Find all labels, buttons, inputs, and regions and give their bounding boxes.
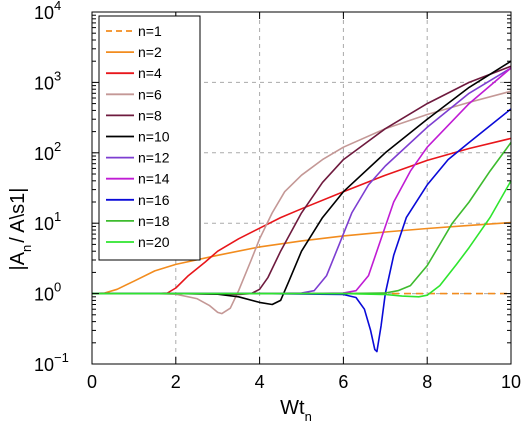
series-line-n-16	[92, 108, 512, 353]
x-tick-label: 2	[171, 372, 181, 392]
series-line-n-20	[92, 180, 512, 298]
legend-label: n=18	[138, 213, 170, 229]
plot-frame	[91, 11, 512, 365]
axis-ticks: 0 2 4 6 8 10 10−1 100 101 102 103 104	[34, 0, 521, 392]
x-tick-label: 0	[87, 372, 97, 392]
y-tick-label: 10−1	[34, 350, 69, 375]
legend-label: n=2	[138, 44, 162, 60]
legend-label: n=10	[138, 129, 170, 145]
x-tick-label: 8	[422, 372, 432, 392]
series-line-n-6	[92, 90, 512, 315]
legend-box	[98, 15, 201, 261]
x-axis-label: Wtn	[280, 397, 312, 424]
legend-label: n=8	[138, 107, 162, 123]
legend-label: n=1	[138, 23, 162, 39]
legend-label: n=14	[138, 171, 170, 187]
series-line-n-10	[92, 60, 512, 306]
y-tick-label: 104	[34, 0, 61, 23]
legend-label: n=4	[138, 65, 162, 81]
y-tick-label: 101	[34, 209, 61, 234]
y-tick-label: 103	[34, 68, 61, 93]
legend-label: n=16	[138, 192, 170, 208]
legend-label: n=12	[138, 150, 170, 166]
legend: n=1 n=2 n=4 n=6 n=8 n=10 n=12 n=14 n=16 n=18 n=20	[98, 15, 201, 261]
x-tick-label: 4	[255, 372, 265, 392]
series-line-n-2	[91, 221, 512, 295]
y-axis-label: |An/ A\s1|	[7, 187, 34, 270]
y-tick-label: 102	[34, 139, 61, 164]
legend-label: n=6	[138, 86, 162, 102]
series-lines	[91, 60, 512, 353]
legend-label: n=20	[138, 234, 170, 250]
x-tick-label: 10	[501, 372, 521, 392]
y-tick-label: 100	[34, 280, 61, 305]
x-tick-label: 6	[338, 372, 348, 392]
